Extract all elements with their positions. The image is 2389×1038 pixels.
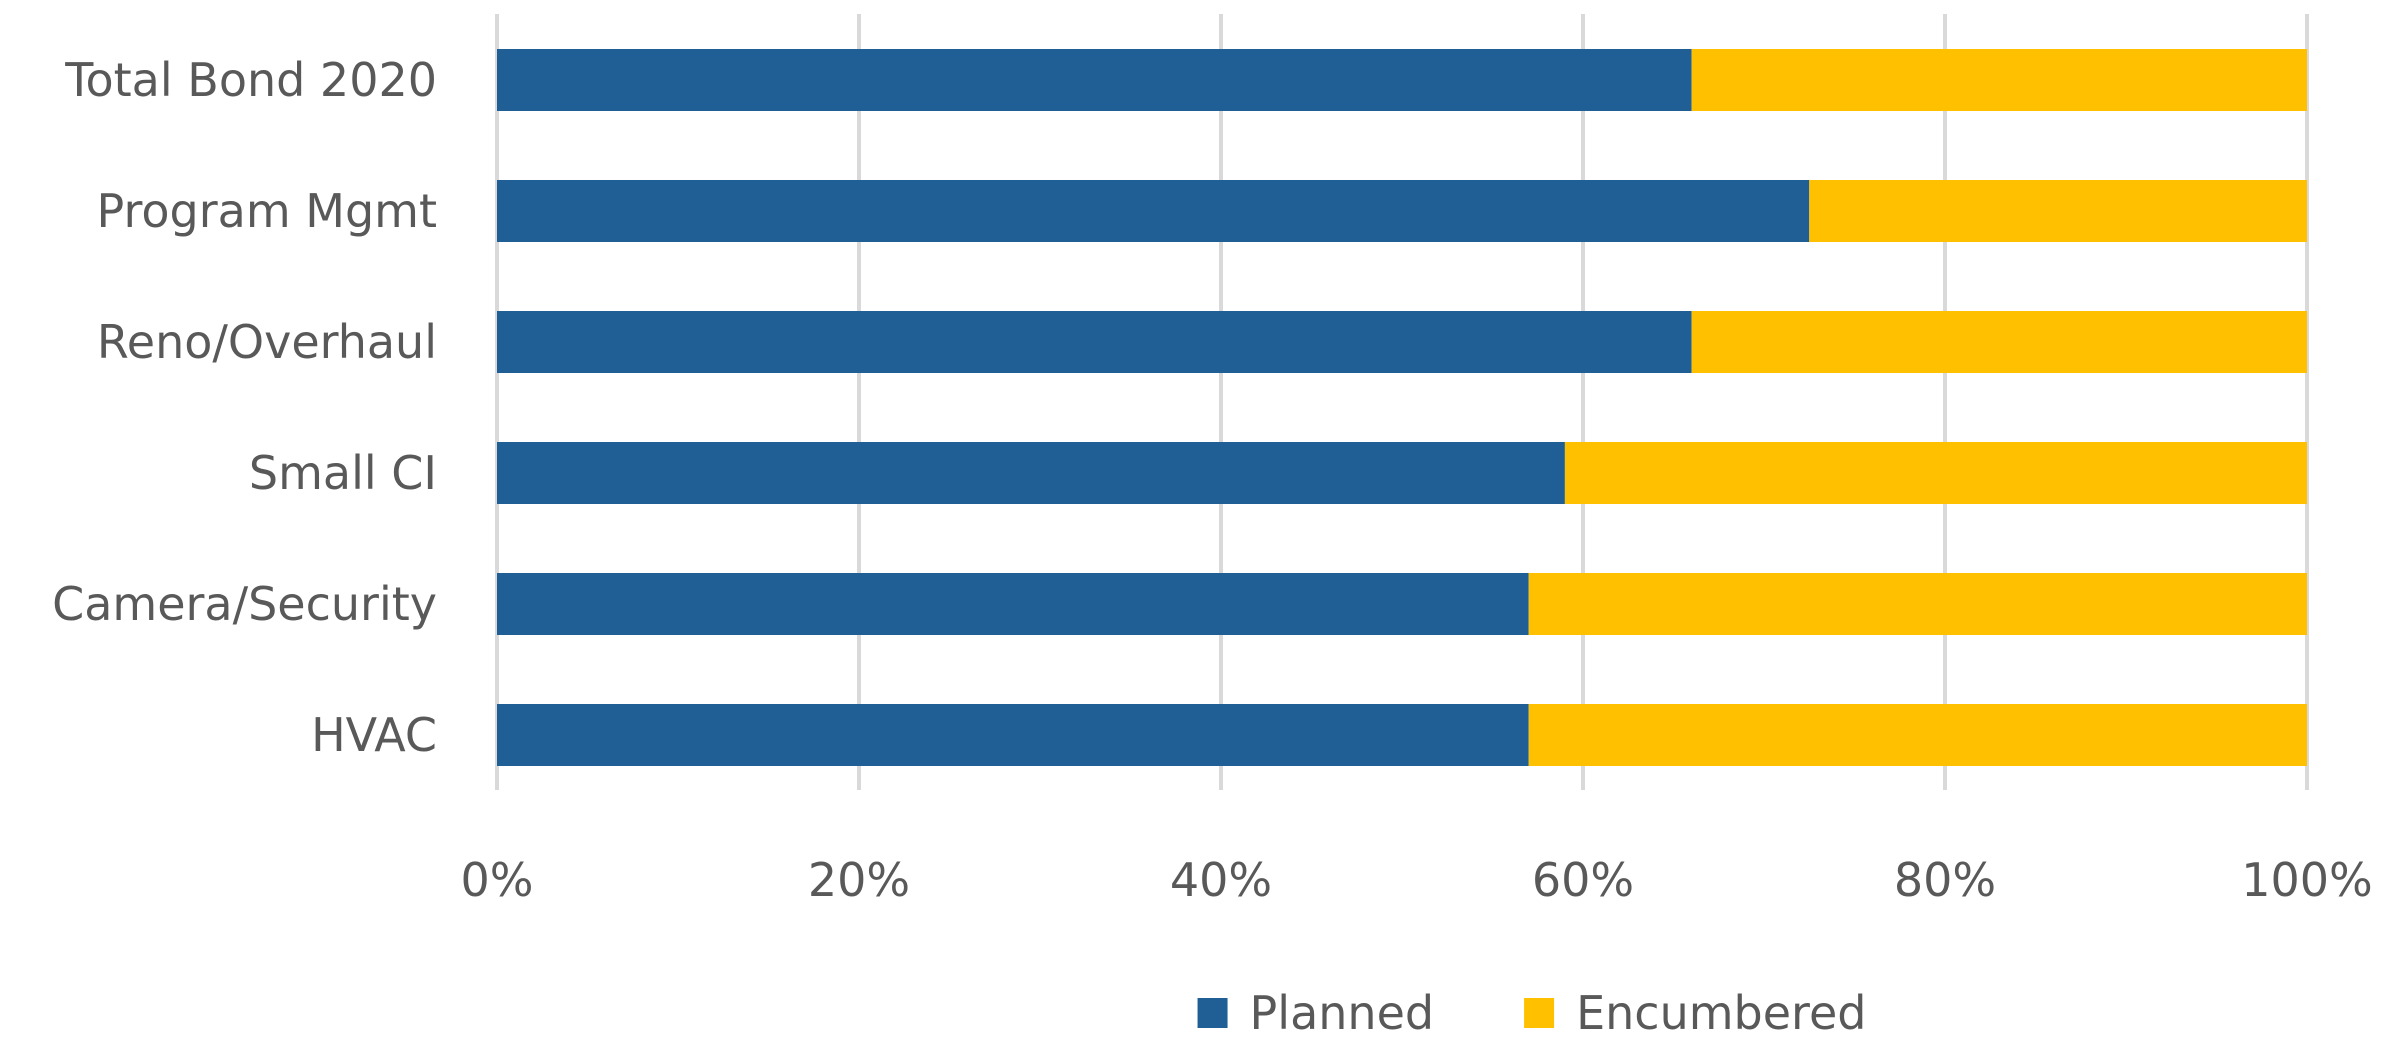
bar-encumbered-5	[1528, 704, 2307, 766]
x-tick-labels: 0% 20% 40% 60% 80% 100%	[461, 853, 2373, 907]
legend-item-encumbered: Encumbered	[1524, 986, 1866, 1038]
bar-planned-3	[497, 442, 1565, 504]
bar-encumbered-1	[1809, 180, 2307, 242]
bar-encumbered-2	[1691, 311, 2307, 373]
category-label: Reno/Overhaul	[97, 315, 437, 369]
x-tick-label: 80%	[1894, 853, 1996, 907]
category-label: HVAC	[311, 708, 437, 762]
gridlines	[495, 14, 2309, 790]
legend-swatch-planned	[1197, 998, 1228, 1028]
x-tick-label: 0%	[461, 853, 534, 907]
legend: Planned Encumbered	[1197, 986, 1866, 1038]
bar-planned-1	[497, 180, 1810, 242]
category-label: Camera/Security	[52, 577, 437, 631]
bar-planned-5	[497, 704, 1529, 766]
bar-encumbered-3	[1564, 442, 2307, 504]
bar-encumbered-4	[1528, 573, 2307, 635]
category-label: Program Mgmt	[97, 184, 437, 238]
bar-planned-2	[497, 311, 1692, 373]
category-label: Small CI	[249, 446, 437, 500]
bar-planned-4	[497, 573, 1529, 635]
x-tick-label: 20%	[808, 853, 910, 907]
bar-planned-0	[497, 49, 1692, 111]
bar-encumbered-0	[1691, 49, 2307, 111]
legend-label-planned: Planned	[1250, 986, 1435, 1038]
legend-swatch-encumbered	[1524, 998, 1555, 1028]
x-tick-label: 100%	[2241, 853, 2373, 907]
legend-label-encumbered: Encumbered	[1576, 986, 1866, 1038]
category-labels: Total Bond 2020 Program Mgmt Reno/Overhaul…	[52, 53, 437, 762]
category-label: Total Bond 2020	[64, 53, 437, 107]
x-tick-label: 40%	[1170, 853, 1272, 907]
x-tick-label: 60%	[1532, 853, 1634, 907]
bars	[497, 49, 2307, 766]
legend-item-planned: Planned	[1197, 986, 1435, 1038]
